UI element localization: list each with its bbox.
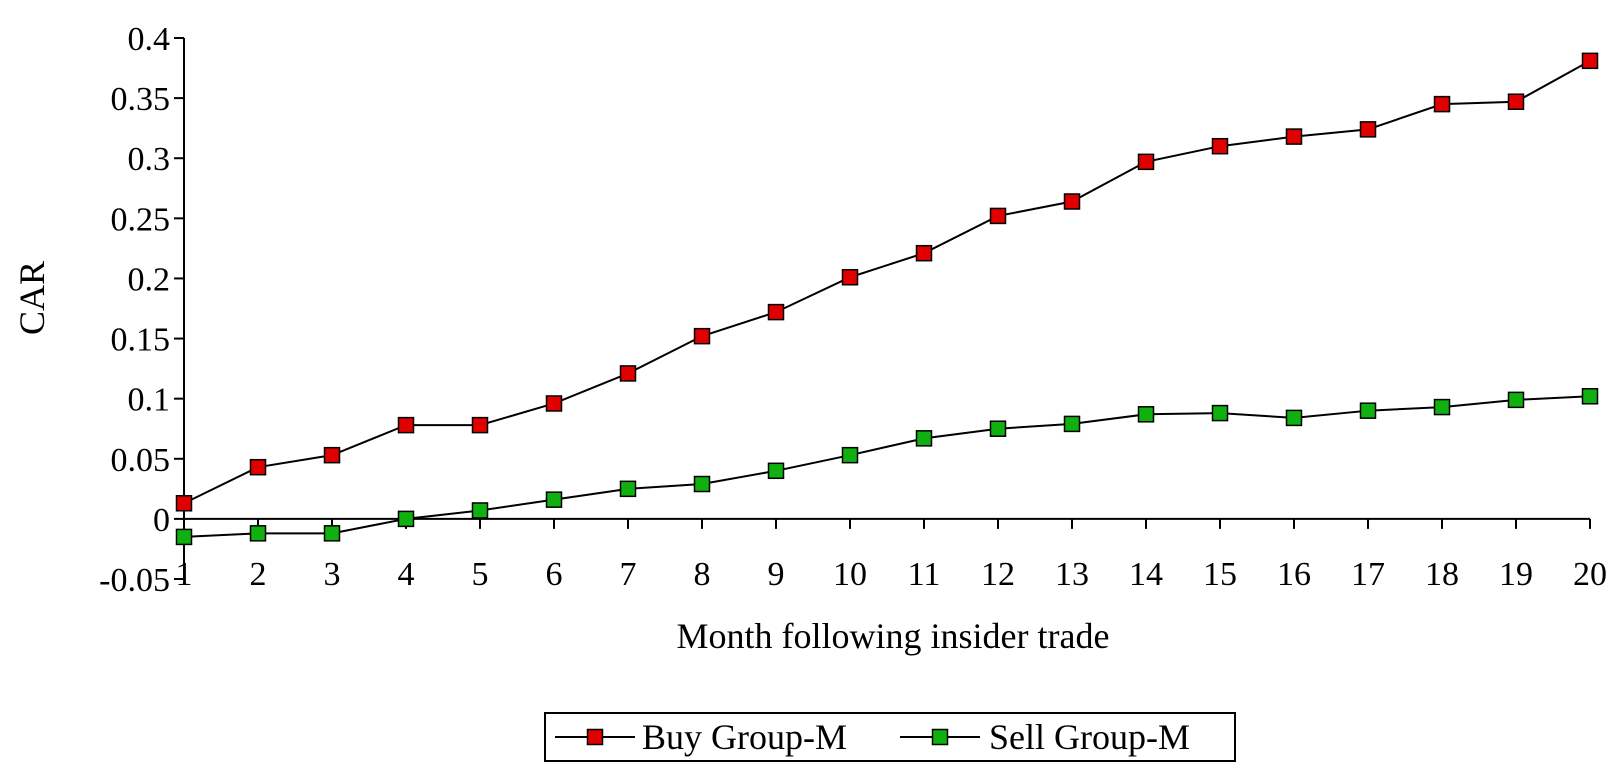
data-point <box>1507 391 1525 409</box>
x-tick-label: 20 <box>1573 556 1607 593</box>
x-tick-label: 12 <box>981 556 1015 593</box>
data-point <box>397 416 415 434</box>
legend: Buy Group-M Sell Group-M <box>544 712 1236 762</box>
x-tick-label: 10 <box>833 556 867 593</box>
x-tick-label: 14 <box>1129 556 1163 593</box>
data-point <box>915 430 933 447</box>
x-tick-label: 13 <box>1055 556 1089 593</box>
y-axis-title: CAR <box>12 261 52 335</box>
y-tick-label: 0.25 <box>111 201 171 238</box>
data-point <box>693 475 711 493</box>
series-buy-group-m <box>175 52 1599 512</box>
x-axis-title: Month following insider trade <box>677 616 1110 656</box>
legend-box <box>544 712 1236 762</box>
series-layer <box>175 52 1599 546</box>
data-point <box>1433 95 1451 113</box>
data-point <box>1433 398 1451 416</box>
data-point <box>841 446 859 464</box>
series-line <box>183 59 1591 505</box>
legend-marker <box>586 728 604 746</box>
legend-label: Sell Group-M <box>989 717 1190 757</box>
data-point <box>1211 404 1229 422</box>
data-point <box>249 458 267 476</box>
data-point <box>1507 93 1525 110</box>
data-point <box>175 528 193 546</box>
data-point <box>619 365 637 382</box>
x-tick-label: 16 <box>1277 556 1311 593</box>
data-point <box>545 491 563 508</box>
data-point <box>1581 388 1599 405</box>
data-point <box>1285 409 1303 427</box>
x-tick-label: 1 <box>176 556 193 593</box>
data-point <box>915 244 933 262</box>
data-point <box>1359 121 1377 138</box>
y-tick-label: 0.2 <box>128 261 171 298</box>
data-point <box>989 420 1007 437</box>
data-point <box>1063 415 1081 433</box>
y-tick-label: 0.4 <box>128 21 171 58</box>
x-tick-label: 19 <box>1499 556 1533 593</box>
y-tick-label: -0.05 <box>99 562 170 599</box>
y-tick-label: 0.35 <box>111 81 171 118</box>
data-point <box>619 480 637 498</box>
x-tick-label: 11 <box>908 556 941 593</box>
x-tick-label: 15 <box>1203 556 1237 593</box>
legend-label: Buy Group-M <box>642 717 847 757</box>
data-point <box>1137 153 1155 171</box>
y-tick-label: 0.3 <box>128 141 171 178</box>
data-point <box>397 510 415 528</box>
legend-marker <box>931 728 949 746</box>
data-point <box>841 268 859 286</box>
data-point <box>1285 128 1303 145</box>
data-point <box>1063 193 1081 210</box>
data-point <box>323 446 341 464</box>
x-tick-label: 3 <box>324 556 341 593</box>
data-point <box>249 525 267 542</box>
data-point <box>1211 137 1229 155</box>
x-tick-label: 8 <box>694 556 711 593</box>
data-point <box>1137 406 1155 423</box>
x-tick-label: 4 <box>398 556 415 593</box>
x-tick-label: 17 <box>1351 556 1385 593</box>
y-tick-label: 0.15 <box>111 322 171 359</box>
x-tick-label: 5 <box>472 556 489 593</box>
x-tick-label: 18 <box>1425 556 1459 593</box>
y-tick-label: 0 <box>153 502 170 539</box>
y-tick-label: 0.1 <box>128 382 171 419</box>
x-tick-label: 9 <box>768 556 785 593</box>
data-point <box>989 207 1007 225</box>
data-point <box>471 502 489 519</box>
x-tick-label: 2 <box>250 556 267 593</box>
y-tick-label: 0.05 <box>111 442 171 479</box>
data-point <box>1359 402 1377 419</box>
data-point <box>767 462 785 480</box>
data-point <box>1581 52 1599 70</box>
data-point <box>175 495 193 512</box>
data-point <box>545 395 563 412</box>
data-point <box>693 327 711 345</box>
x-tick-label: 7 <box>620 556 637 593</box>
series-sell-group-m <box>175 388 1599 546</box>
data-point <box>471 416 489 434</box>
series-line <box>183 395 1591 538</box>
data-point <box>767 303 785 321</box>
x-tick-label: 6 <box>546 556 563 593</box>
data-point <box>323 525 341 542</box>
